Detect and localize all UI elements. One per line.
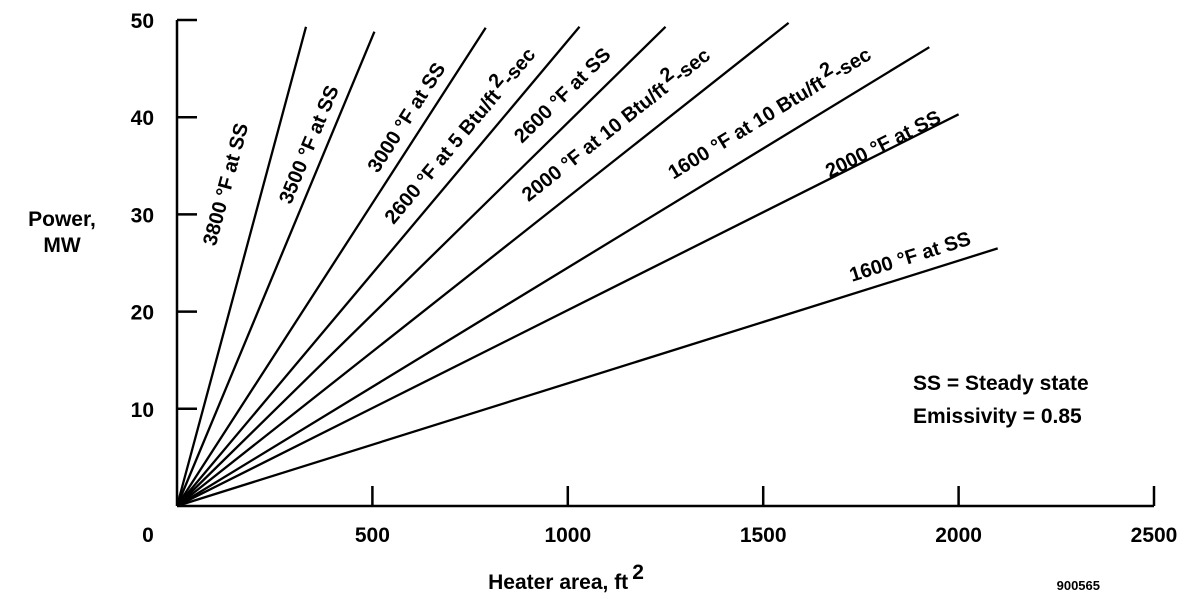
axes: 0 500 1000 1500 2000 2500 10 20 30 40 50 [131, 10, 1178, 547]
x-axis-title-sup: 2 [632, 561, 644, 584]
y-axis-title-line1: Power, [28, 208, 96, 231]
annotation-emissivity: Emissivity = 0.85 [913, 405, 1082, 428]
series-line-4 [176, 26, 581, 507]
x-tick-label: 2000 [935, 524, 982, 547]
x-tick-label: 1500 [740, 524, 787, 547]
x-tick-label: 0 [142, 524, 154, 547]
series-line-6 [176, 21, 790, 507]
x-tick-label: 1000 [544, 524, 591, 547]
series-label-8: 2000 °F at SS [822, 107, 944, 183]
figure-id: 900565 [1057, 578, 1100, 593]
series-labels: 3800 °F at SS 3500 °F at SS 3000 °F at SS2… [199, 44, 974, 287]
series-line-8 [176, 113, 960, 508]
y-tick-label: 20 [131, 302, 154, 325]
x-axis-title-text: Heater area, ft [488, 571, 628, 594]
series-line-7 [176, 46, 930, 507]
series-label-1: 3800 °F at SS [199, 121, 253, 248]
x-tick-label: 500 [355, 524, 390, 547]
y-axis-title-line2: MW [43, 234, 80, 257]
series-line-1 [175, 26, 308, 507]
y-tick-label: 40 [131, 107, 154, 130]
y-tick-label: 10 [131, 399, 154, 422]
series-line-5 [176, 25, 667, 507]
series-lines [175, 21, 999, 508]
series-line-2 [175, 31, 376, 507]
y-tick-label: 30 [131, 204, 154, 227]
series-label-9: 1600 °F at SS [847, 228, 974, 287]
y-tick-label: 50 [131, 10, 154, 33]
x-axis-title: Heater area, ft 2 [488, 561, 644, 594]
annotation-steady-state: SS = Steady state [913, 372, 1089, 395]
x-tick-label: 2500 [1131, 524, 1178, 547]
series-line-9 [176, 247, 999, 508]
series-line-3 [176, 27, 487, 507]
